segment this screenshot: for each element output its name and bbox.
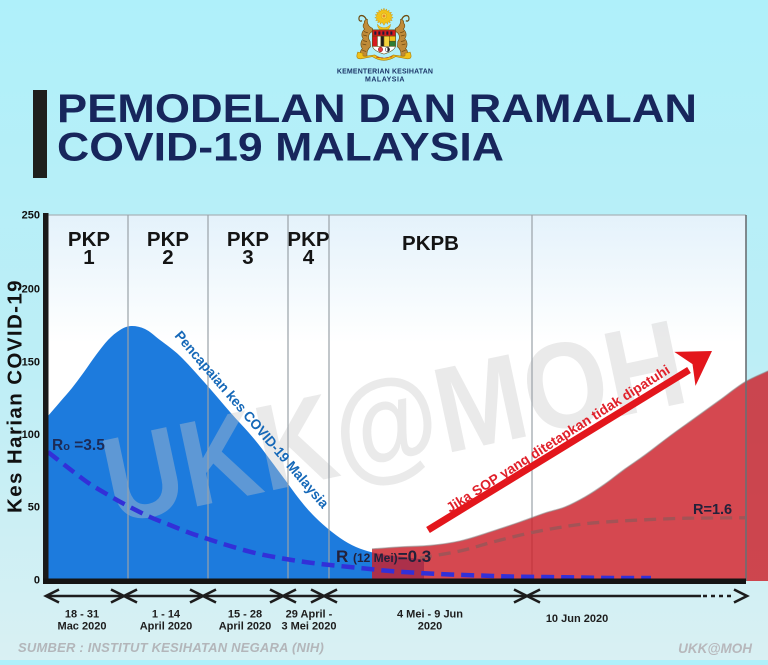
svg-text:PKP: PKP: [68, 228, 110, 251]
svg-text:10 Jun 2020: 10 Jun 2020: [546, 613, 608, 625]
svg-text:1 - 14: 1 - 14: [152, 609, 181, 621]
svg-text:SUMBER : INSTITUT KESIHATAN NE: SUMBER : INSTITUT KESIHATAN NEGARA (NIH): [18, 640, 324, 655]
svg-text:0: 0: [34, 575, 40, 587]
svg-text:1: 1: [83, 246, 94, 269]
svg-text:2020: 2020: [418, 621, 442, 633]
svg-text:UKK@MOH: UKK@MOH: [678, 641, 752, 656]
svg-text:Ro =3.5: Ro =3.5: [52, 437, 105, 454]
svg-text:MALAYSIA: MALAYSIA: [365, 77, 405, 84]
svg-text:3: 3: [242, 246, 253, 269]
svg-text:200: 200: [22, 284, 40, 296]
svg-text:April 2020: April 2020: [219, 621, 272, 633]
svg-text:150: 150: [22, 357, 40, 369]
svg-text:Mac 2020: Mac 2020: [58, 621, 107, 633]
svg-text:Kes Harian COVID-19: Kes Harian COVID-19: [4, 279, 27, 513]
svg-text:100: 100: [22, 429, 40, 441]
svg-text:50: 50: [28, 502, 40, 514]
svg-text:PKP: PKP: [227, 228, 269, 251]
svg-text:4: 4: [303, 246, 315, 269]
svg-text:R (12 Mei)=0.3: R (12 Mei)=0.3: [336, 547, 431, 566]
svg-text:KEMENTERIAN KESIHATAN: KEMENTERIAN KESIHATAN: [337, 69, 433, 76]
svg-text:PKPB: PKPB: [402, 232, 459, 255]
svg-text:COVID-19 MALAYSIA: COVID-19 MALAYSIA: [57, 126, 504, 170]
svg-text:4 Mei - 9 Jun: 4 Mei - 9 Jun: [397, 609, 463, 621]
svg-text:15 - 28: 15 - 28: [228, 609, 262, 621]
svg-text:18 - 31: 18 - 31: [65, 609, 99, 621]
svg-text:PEMODELAN DAN RAMALAN: PEMODELAN DAN RAMALAN: [57, 87, 697, 131]
svg-text:R=1.6: R=1.6: [693, 502, 732, 518]
svg-text:29 April -: 29 April -: [286, 609, 333, 621]
svg-text:PKP: PKP: [147, 228, 189, 251]
svg-text:PKP: PKP: [287, 228, 329, 251]
svg-text:April 2020: April 2020: [140, 621, 193, 633]
svg-text:250: 250: [22, 210, 40, 222]
svg-text:2: 2: [162, 246, 173, 269]
svg-text:3 Mei 2020: 3 Mei 2020: [281, 621, 336, 633]
